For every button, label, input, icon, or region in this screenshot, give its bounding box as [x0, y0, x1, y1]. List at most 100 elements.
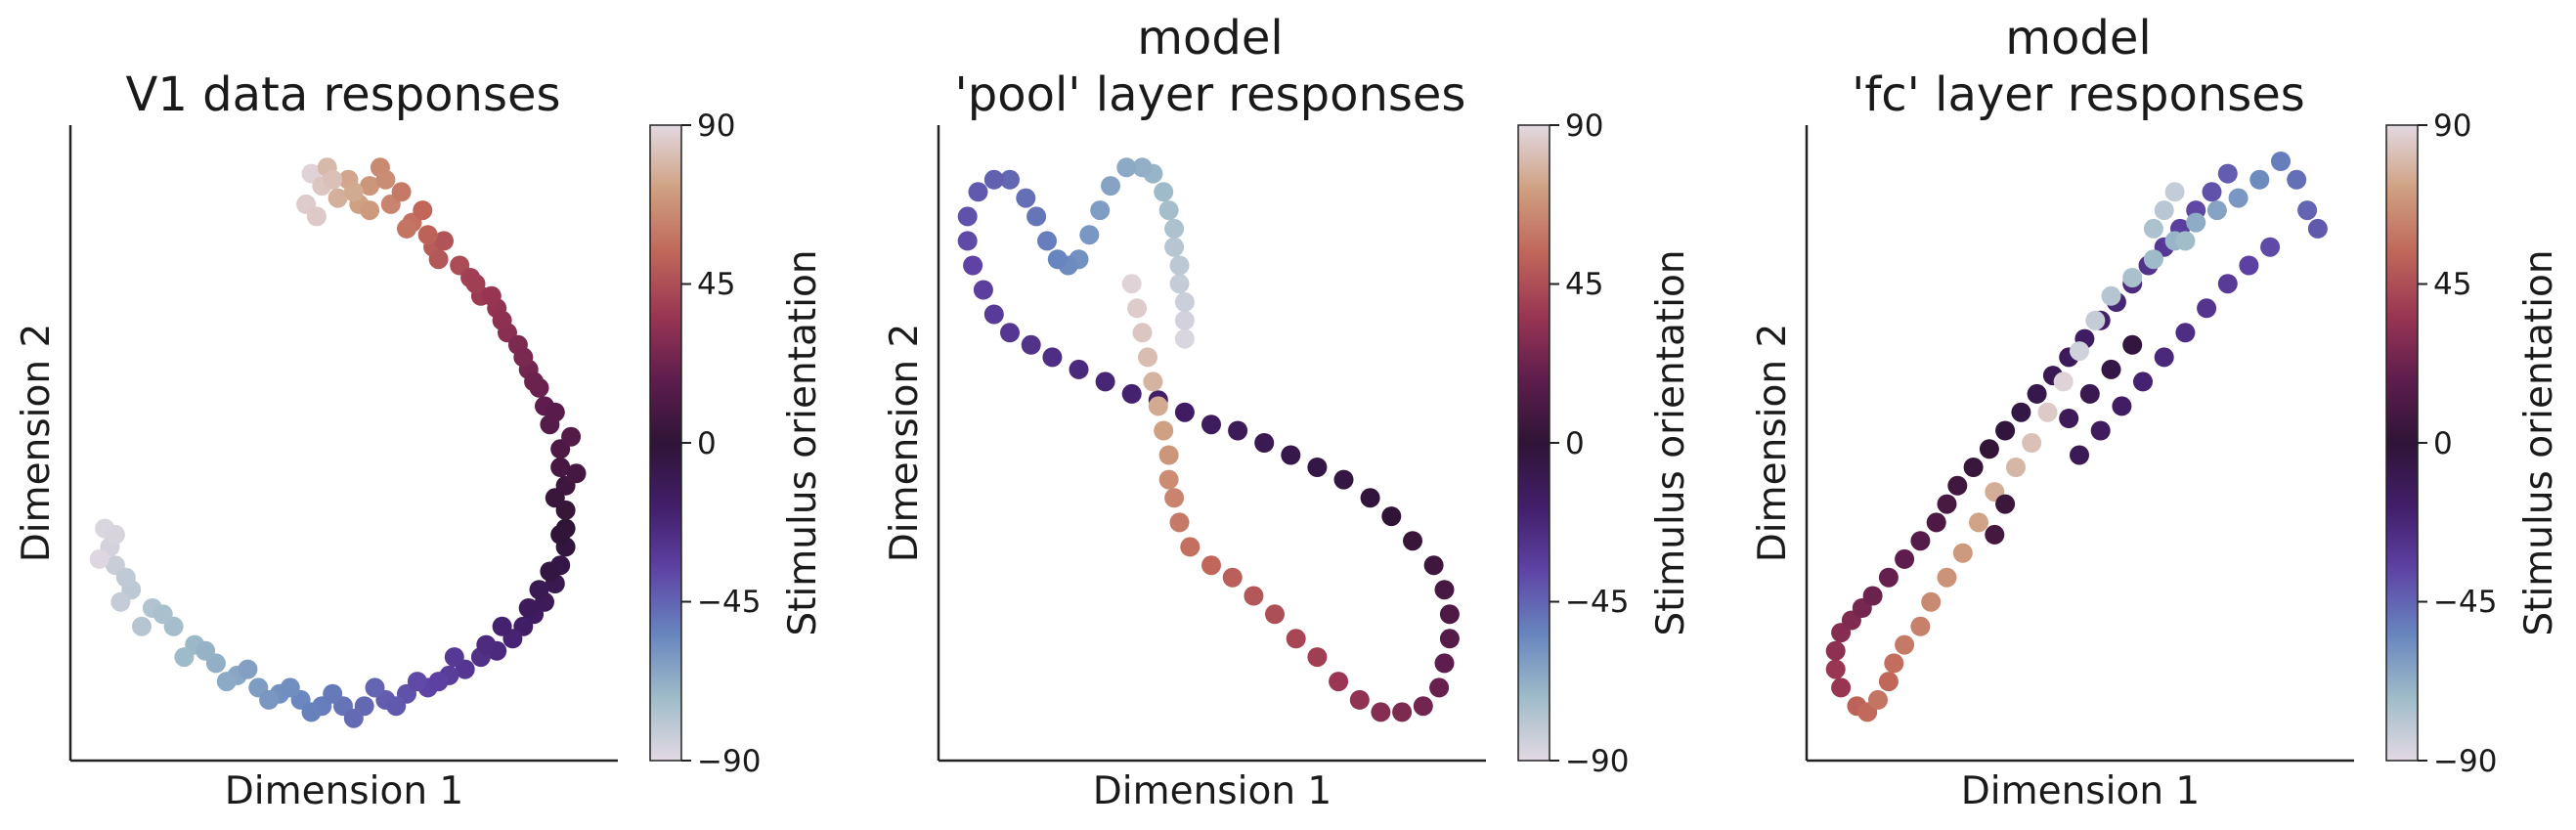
- scatter-point: [2175, 323, 2196, 343]
- scatter-point: [2307, 218, 2328, 239]
- panel-title-line-1: model: [1137, 11, 1283, 66]
- scatter-point: [1995, 420, 2016, 441]
- scatter-point: [2006, 458, 2026, 477]
- scatter-points: [1825, 152, 2328, 722]
- panel-title-line-2: 'pool' layer responses: [955, 67, 1466, 122]
- scatter-point: [2133, 371, 2153, 392]
- scatter-point: [2070, 445, 2089, 465]
- scatter-point: [1154, 182, 1174, 202]
- scatter-point: [1026, 206, 1047, 227]
- scatter-point: [2217, 163, 2238, 184]
- scatter-point: [1201, 415, 1221, 435]
- scatter-point: [1174, 402, 1195, 422]
- scatter-point: [1307, 647, 1328, 668]
- colorbar-tick-label: 90: [697, 109, 735, 144]
- scatter-point: [1878, 672, 1899, 692]
- scatter-point: [1042, 347, 1063, 368]
- scatter-point: [1169, 255, 1190, 276]
- scatter-point: [1392, 702, 1413, 722]
- scatter-point: [1158, 200, 1179, 221]
- scatter-point: [1963, 458, 1984, 477]
- scatter-point: [2175, 231, 2196, 251]
- scatter-point: [2122, 268, 2143, 287]
- scatter-point: [1952, 543, 1973, 563]
- scatter-point: [1969, 512, 1988, 533]
- scatter-point: [1910, 616, 1931, 636]
- scatter-point: [1244, 586, 1264, 606]
- scatter-point: [1371, 702, 1391, 722]
- colorbar: [1517, 124, 1550, 762]
- scatter-point: [1047, 249, 1068, 270]
- panel-pool: model 'pool' layer responses Dimension 1…: [883, 11, 1693, 813]
- scatter-point: [1868, 689, 1888, 710]
- scatter-point: [545, 488, 565, 508]
- scatter-point: [391, 182, 412, 202]
- scatter-point: [110, 591, 131, 612]
- colorbar: [2385, 124, 2419, 762]
- scatter-point: [1101, 176, 1120, 197]
- scatter-point: [1116, 157, 1137, 178]
- scatter-point: [1254, 433, 1275, 453]
- scatter-point: [343, 182, 364, 202]
- scatter-point: [2112, 396, 2132, 416]
- scatter-point: [2228, 188, 2249, 208]
- scatter-point: [428, 249, 449, 270]
- scatter-point: [1148, 396, 1168, 416]
- scatter-point: [2206, 200, 2227, 221]
- colorbar-tick-label: 45: [1565, 267, 1603, 302]
- scatter-point: [428, 672, 449, 692]
- scatter-point: [1180, 537, 1201, 557]
- scatter-point: [1069, 359, 1089, 379]
- scatter-point: [216, 672, 237, 692]
- scatter-point: [2260, 237, 2281, 257]
- colorbar-tick-label: 90: [2433, 109, 2471, 144]
- scatter-point: [983, 304, 1004, 325]
- scatter-point: [1403, 531, 1422, 551]
- scatter-point: [1158, 469, 1179, 490]
- colorbar-tick-label: −90: [2433, 744, 2497, 779]
- scatter-point: [105, 524, 125, 545]
- scatter-point: [1154, 420, 1174, 441]
- scatter-point: [1174, 328, 1195, 349]
- colorbar-label: Stimulus orientation: [1649, 249, 1693, 635]
- scatter-point: [2053, 371, 2074, 392]
- scatter-point: [413, 200, 433, 221]
- scatter-point: [1937, 494, 1957, 514]
- scatter-point: [550, 458, 571, 477]
- scatter-point: [1434, 653, 1455, 674]
- scatter-point: [2101, 285, 2121, 306]
- scatter-point: [2037, 402, 2058, 422]
- scatter-point: [1132, 157, 1153, 178]
- colorbar-tick-label: 0: [1565, 426, 1585, 461]
- scatter-point: [1132, 323, 1153, 343]
- scatter-point: [1090, 200, 1111, 221]
- scatter-point: [1831, 677, 1852, 698]
- scatter-point: [1439, 629, 1460, 649]
- scatter-point: [417, 225, 438, 245]
- scatter-point: [1878, 567, 1899, 588]
- scatter-point: [1169, 512, 1190, 533]
- x-axis-label: Dimension 1: [1093, 769, 1332, 813]
- scatter-point: [1423, 555, 1444, 576]
- scatter-point: [1439, 604, 1460, 625]
- scatter-point: [1307, 458, 1328, 477]
- scatter-point: [1926, 512, 1946, 533]
- scatter-point: [2202, 182, 2222, 202]
- panel-title-line-1: V1 data responses: [125, 67, 560, 122]
- scatter-point: [2090, 420, 2111, 441]
- scatter-point: [1127, 298, 1148, 319]
- scatter-point: [1995, 494, 2016, 514]
- colorbar-tick-label: −90: [697, 744, 761, 779]
- scatter-point: [2011, 402, 2031, 422]
- scatter-point: [1921, 591, 1942, 612]
- scatter-point: [2122, 334, 2143, 355]
- colorbar-ticks: [681, 124, 691, 762]
- scatter-point: [1000, 323, 1020, 343]
- scatter-point: [1381, 506, 1402, 527]
- scatter-point: [529, 580, 549, 600]
- scatter-point: [1000, 169, 1020, 190]
- scatter-point: [2070, 341, 2089, 362]
- panel-title-line-1: model: [2005, 11, 2151, 66]
- scatter-point: [2085, 310, 2106, 330]
- scatter-point: [1164, 237, 1185, 257]
